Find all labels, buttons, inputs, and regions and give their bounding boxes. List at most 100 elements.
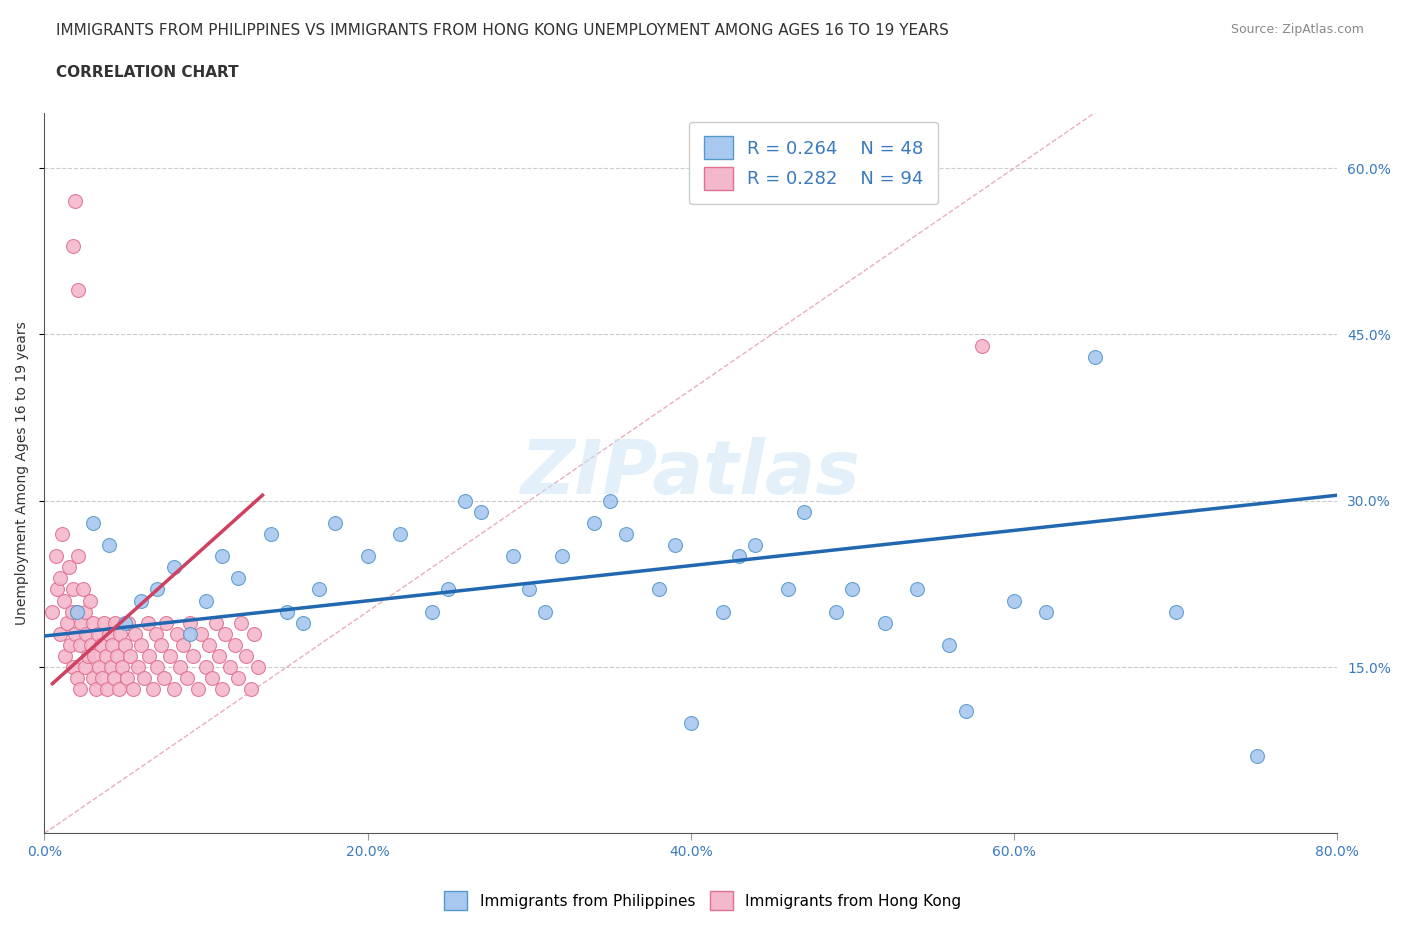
Point — [93, 616, 115, 631]
Point — [117, 616, 139, 631]
Point — [224, 637, 246, 652]
Point — [231, 616, 253, 631]
Point — [115, 671, 138, 685]
Point — [246, 659, 269, 674]
Point — [134, 671, 156, 685]
Point — [62, 582, 84, 597]
Point — [614, 526, 637, 541]
Point — [873, 616, 896, 631]
Point — [470, 504, 492, 519]
Point — [60, 604, 83, 619]
Point — [214, 627, 236, 642]
Point — [53, 648, 76, 663]
Point — [145, 627, 167, 642]
Point — [67, 283, 90, 298]
Point — [323, 515, 346, 530]
Point — [172, 637, 194, 652]
Point — [51, 526, 73, 541]
Point — [226, 571, 249, 586]
Point — [679, 715, 702, 730]
Point — [276, 604, 298, 619]
Point — [517, 582, 540, 597]
Point — [194, 593, 217, 608]
Point — [91, 671, 114, 685]
Point — [129, 593, 152, 608]
Point — [110, 627, 132, 642]
Point — [63, 627, 86, 642]
Point — [65, 604, 87, 619]
Point — [169, 659, 191, 674]
Point — [550, 549, 572, 564]
Point — [711, 604, 734, 619]
Point — [201, 671, 224, 685]
Point — [100, 659, 122, 674]
Point — [82, 515, 104, 530]
Text: CORRELATION CHART: CORRELATION CHART — [56, 65, 239, 80]
Point — [86, 627, 108, 642]
Point — [146, 659, 169, 674]
Text: Source: ZipAtlas.com: Source: ZipAtlas.com — [1230, 23, 1364, 36]
Point — [83, 648, 105, 663]
Point — [41, 604, 63, 619]
Point — [65, 604, 87, 619]
Point — [52, 593, 75, 608]
Point — [114, 616, 136, 631]
Point — [79, 593, 101, 608]
Point — [58, 560, 80, 575]
Point — [155, 616, 177, 631]
Point — [142, 682, 165, 697]
Point — [103, 671, 125, 685]
Point — [198, 637, 221, 652]
Point — [105, 648, 128, 663]
Point — [80, 637, 103, 652]
Point — [905, 582, 928, 597]
Point — [49, 627, 72, 642]
Point — [166, 627, 188, 642]
Point — [146, 582, 169, 597]
Point — [793, 504, 815, 519]
Point — [153, 671, 176, 685]
Point — [138, 648, 160, 663]
Point — [728, 549, 751, 564]
Point — [62, 238, 84, 253]
Point — [825, 604, 848, 619]
Point — [1246, 749, 1268, 764]
Point — [124, 627, 146, 642]
Point — [114, 637, 136, 652]
Point — [56, 616, 79, 631]
Point — [259, 526, 281, 541]
Point — [69, 637, 91, 652]
Point — [89, 659, 111, 674]
Point — [159, 648, 181, 663]
Point — [65, 671, 87, 685]
Point — [73, 604, 96, 619]
Point — [420, 604, 443, 619]
Text: ZIPatlas: ZIPatlas — [520, 436, 860, 510]
Point — [122, 682, 145, 697]
Point — [62, 659, 84, 674]
Point — [127, 659, 149, 674]
Point — [226, 671, 249, 685]
Point — [664, 538, 686, 552]
Point — [240, 682, 263, 697]
Point — [190, 627, 212, 642]
Point — [291, 616, 314, 631]
Point — [970, 339, 993, 353]
Legend: R = 0.264    N = 48, R = 0.282    N = 94: R = 0.264 N = 48, R = 0.282 N = 94 — [689, 122, 938, 205]
Y-axis label: Unemployment Among Ages 16 to 19 years: Unemployment Among Ages 16 to 19 years — [15, 321, 30, 625]
Point — [63, 194, 86, 209]
Point — [149, 637, 172, 652]
Point — [49, 571, 72, 586]
Point — [90, 637, 112, 652]
Point — [179, 627, 201, 642]
Point — [111, 659, 134, 674]
Text: IMMIGRANTS FROM PHILIPPINES VS IMMIGRANTS FROM HONG KONG UNEMPLOYMENT AMONG AGES: IMMIGRANTS FROM PHILIPPINES VS IMMIGRANT… — [56, 23, 949, 38]
Point — [118, 648, 141, 663]
Point — [388, 526, 411, 541]
Point — [97, 627, 120, 642]
Point — [1035, 604, 1057, 619]
Point — [73, 659, 96, 674]
Point — [101, 637, 124, 652]
Point — [647, 582, 669, 597]
Point — [84, 682, 107, 697]
